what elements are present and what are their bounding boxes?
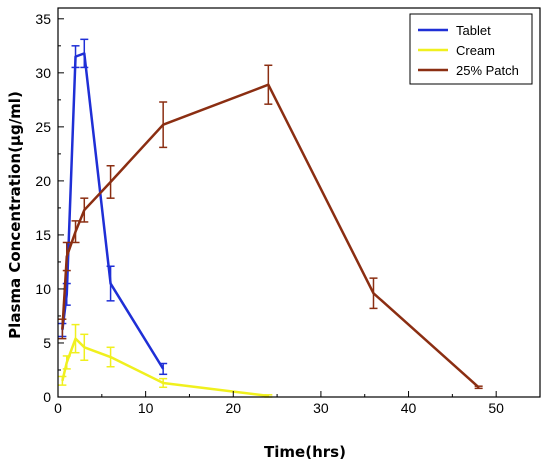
- x-tick-label: 0: [54, 400, 62, 416]
- legend-item: 25% Patch: [418, 63, 519, 78]
- axes: 0 10 20 30 40 50 0 5 10 15 20 25 30 35: [35, 7, 541, 416]
- y-tick-label: 25: [35, 119, 51, 135]
- legend-label: Tablet: [456, 23, 491, 38]
- error-bar: [58, 375, 67, 386]
- x-tick-label: 20: [225, 400, 241, 416]
- y-tick-label: 10: [35, 281, 51, 297]
- error-bar: [58, 318, 67, 340]
- error-bar: [71, 45, 80, 69]
- x-tick-label: 50: [488, 400, 504, 416]
- x-tick-label: 40: [401, 400, 417, 416]
- error-bar: [80, 333, 89, 362]
- error-bar: [62, 355, 71, 370]
- x-tick-label: 10: [138, 400, 154, 416]
- x-tick-label: 30: [313, 400, 329, 416]
- series-25-patch: [58, 64, 483, 390]
- y-tick-label: 20: [35, 173, 51, 189]
- error-bar: [106, 265, 115, 302]
- error-bar: [71, 220, 80, 244]
- y-tick-label: 35: [35, 11, 51, 27]
- error-bar: [106, 165, 115, 199]
- y-tick-label: 0: [43, 389, 51, 405]
- error-bar: [369, 277, 378, 310]
- error-bar: [106, 346, 115, 368]
- y-tick-label: 15: [35, 227, 51, 243]
- error-bar: [159, 362, 168, 376]
- series-cream: [58, 323, 273, 398]
- legend-label: 25% Patch: [456, 63, 519, 78]
- error-bar: [80, 197, 89, 223]
- plot-area: [58, 38, 483, 398]
- legend-label: Cream: [456, 43, 495, 58]
- y-axis-title: Plasma Concentration(µg/ml): [6, 91, 24, 339]
- legend: Tablet Cream 25% Patch: [409, 13, 533, 85]
- legend-item: Cream: [418, 43, 495, 58]
- series-line: [61, 83, 480, 389]
- error-bar: [159, 101, 168, 149]
- x-axis-title: Time(hrs): [264, 443, 346, 461]
- y-tick-label: 5: [43, 335, 51, 351]
- error-bar: [474, 385, 483, 390]
- error-bar: [62, 241, 71, 272]
- y-tick-label: 30: [35, 65, 51, 81]
- error-bar: [80, 38, 89, 69]
- error-bar: [71, 323, 80, 354]
- series-line: [61, 52, 165, 370]
- legend-item: Tablet: [418, 23, 491, 38]
- error-bar: [159, 377, 168, 389]
- error-bar: [264, 64, 273, 105]
- plot-frame: [57, 7, 541, 398]
